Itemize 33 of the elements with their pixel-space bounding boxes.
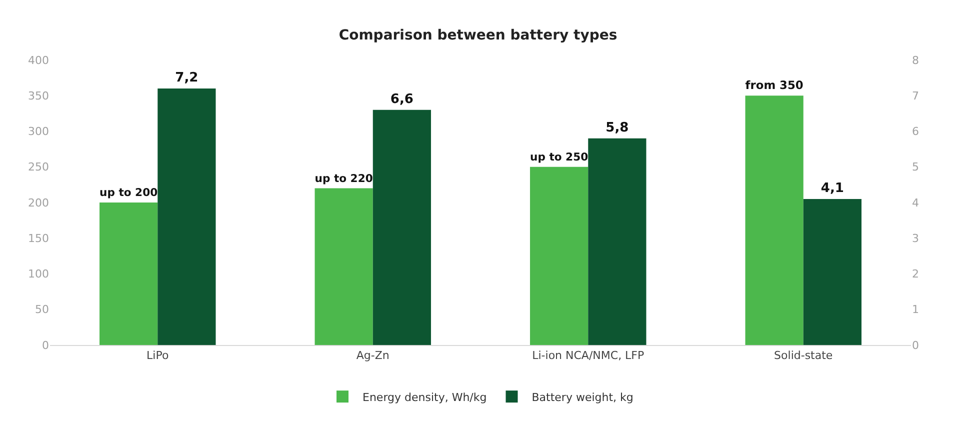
legend-label: Battery weight, kg [532, 390, 634, 404]
data-label: 4,1 [820, 180, 844, 196]
x-tick-label: Solid-state [774, 349, 833, 362]
data-label: up to 220 [314, 172, 373, 185]
data-label: 6,6 [390, 92, 414, 107]
y2-tick-label: 5 [912, 160, 919, 174]
data-label: 5,8 [606, 120, 629, 136]
y2-tick-label: 4 [912, 196, 919, 210]
legend-label: Energy density, Wh/kg [362, 390, 487, 404]
data-label: 7,2 [175, 70, 198, 86]
y-tick-label: 400 [28, 54, 49, 67]
data-label: up to 250 [530, 150, 588, 164]
x-tick-label: Ag-Zn [356, 349, 390, 362]
data-label: from 350 [745, 78, 804, 92]
y2-tick-label: 6 [912, 125, 919, 138]
y-tick-label: 200 [28, 196, 49, 210]
y2-tick-label: 3 [912, 232, 919, 245]
y-tick-label: 100 [28, 268, 49, 281]
data-label: up to 200 [100, 186, 158, 200]
y2-tick-label: 7 [912, 89, 919, 102]
y-tick-label: 50 [35, 303, 49, 316]
y2-tick-label: 2 [912, 268, 919, 281]
y-tick-label: 300 [28, 125, 49, 138]
y-tick-label: 350 [28, 89, 49, 102]
y2-tick-label: 1 [912, 303, 919, 316]
y-tick-label: 0 [42, 338, 49, 352]
chart-title: Comparison between battery types [338, 27, 618, 44]
y2-tick-label: 0 [912, 338, 919, 352]
y-tick-label: 250 [28, 160, 49, 174]
x-tick-label: LiPo [146, 349, 169, 362]
y2-tick-label: 8 [912, 54, 919, 67]
y-tick-label: 150 [28, 232, 49, 245]
x-tick-label: Li-ion NCA/NMC, LFP [532, 349, 645, 362]
